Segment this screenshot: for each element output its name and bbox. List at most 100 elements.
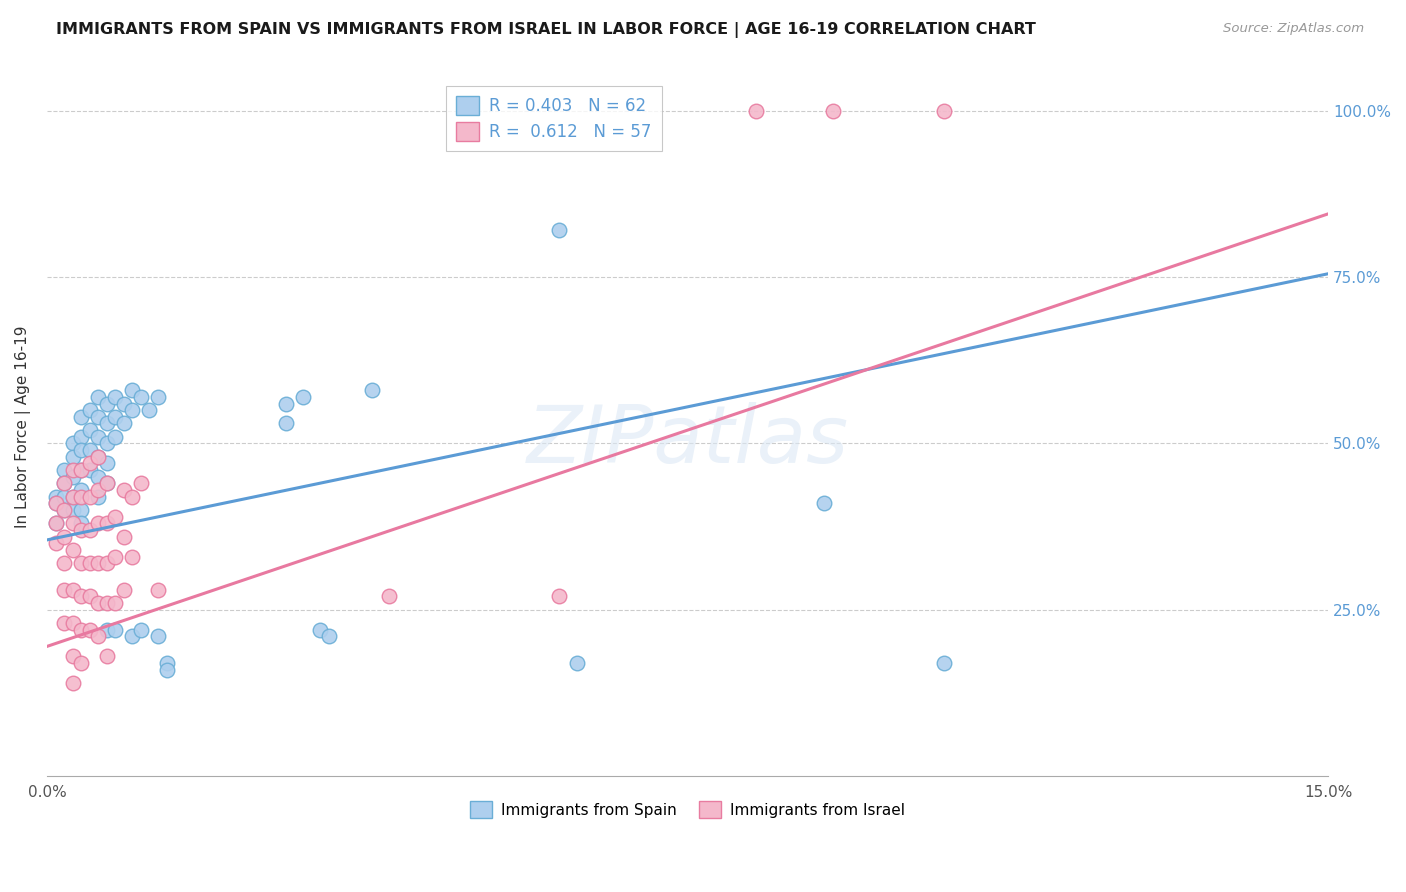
Point xyxy=(129,623,152,637)
Point xyxy=(79,423,101,437)
Point xyxy=(53,503,76,517)
Point xyxy=(138,403,160,417)
Point xyxy=(155,663,177,677)
Point xyxy=(79,556,101,570)
Point xyxy=(745,103,768,118)
Point xyxy=(96,516,118,531)
Point xyxy=(62,542,84,557)
Point xyxy=(70,590,93,604)
Point xyxy=(96,476,118,491)
Point xyxy=(53,503,76,517)
Point xyxy=(70,443,93,458)
Point xyxy=(70,516,93,531)
Point xyxy=(96,623,118,637)
Point xyxy=(44,496,66,510)
Point xyxy=(121,549,143,564)
Point xyxy=(155,656,177,670)
Point xyxy=(70,623,93,637)
Point xyxy=(112,417,135,431)
Point xyxy=(309,623,332,637)
Point xyxy=(146,390,169,404)
Point xyxy=(377,590,399,604)
Point xyxy=(96,476,118,491)
Point xyxy=(932,656,955,670)
Point xyxy=(104,549,127,564)
Point xyxy=(96,417,118,431)
Point xyxy=(129,390,152,404)
Point xyxy=(87,483,110,497)
Point xyxy=(53,616,76,631)
Point xyxy=(62,463,84,477)
Point xyxy=(70,463,93,477)
Point xyxy=(87,516,110,531)
Point xyxy=(104,390,127,404)
Point xyxy=(53,490,76,504)
Point xyxy=(821,103,844,118)
Point xyxy=(276,396,298,410)
Point xyxy=(112,582,135,597)
Point xyxy=(548,223,571,237)
Point xyxy=(62,436,84,450)
Point xyxy=(96,396,118,410)
Point xyxy=(44,516,66,531)
Point xyxy=(70,523,93,537)
Point xyxy=(62,490,84,504)
Point xyxy=(87,390,110,404)
Point xyxy=(70,503,93,517)
Point xyxy=(87,450,110,464)
Point xyxy=(53,582,76,597)
Point xyxy=(121,629,143,643)
Point xyxy=(62,490,84,504)
Point xyxy=(146,629,169,643)
Point xyxy=(62,516,84,531)
Point xyxy=(548,590,571,604)
Point xyxy=(104,430,127,444)
Point xyxy=(79,463,101,477)
Point xyxy=(62,450,84,464)
Point xyxy=(79,523,101,537)
Point xyxy=(96,457,118,471)
Point xyxy=(112,483,135,497)
Point xyxy=(96,596,118,610)
Point xyxy=(70,556,93,570)
Point xyxy=(79,490,101,504)
Point xyxy=(79,443,101,458)
Point xyxy=(70,409,93,424)
Y-axis label: In Labor Force | Age 16-19: In Labor Force | Age 16-19 xyxy=(15,326,31,528)
Text: ZIPatlas: ZIPatlas xyxy=(526,401,849,480)
Point xyxy=(813,496,835,510)
Text: IMMIGRANTS FROM SPAIN VS IMMIGRANTS FROM ISRAEL IN LABOR FORCE | AGE 16-19 CORRE: IMMIGRANTS FROM SPAIN VS IMMIGRANTS FROM… xyxy=(56,22,1036,38)
Text: Source: ZipAtlas.com: Source: ZipAtlas.com xyxy=(1223,22,1364,36)
Point xyxy=(70,656,93,670)
Point xyxy=(79,457,101,471)
Point xyxy=(70,483,93,497)
Point xyxy=(70,430,93,444)
Point xyxy=(44,536,66,550)
Point xyxy=(129,476,152,491)
Point xyxy=(318,629,340,643)
Point xyxy=(565,656,588,670)
Point xyxy=(87,629,110,643)
Point xyxy=(62,503,84,517)
Point xyxy=(121,383,143,397)
Point xyxy=(932,103,955,118)
Point xyxy=(104,509,127,524)
Point xyxy=(79,623,101,637)
Point xyxy=(112,396,135,410)
Point xyxy=(360,383,382,397)
Point xyxy=(276,417,298,431)
Point xyxy=(121,403,143,417)
Point xyxy=(53,463,76,477)
Point xyxy=(70,490,93,504)
Point xyxy=(44,516,66,531)
Point xyxy=(62,676,84,690)
Point xyxy=(70,463,93,477)
Point xyxy=(53,556,76,570)
Point xyxy=(96,436,118,450)
Point xyxy=(53,476,76,491)
Point xyxy=(112,530,135,544)
Point xyxy=(87,596,110,610)
Point xyxy=(87,490,110,504)
Point xyxy=(96,556,118,570)
Point xyxy=(79,403,101,417)
